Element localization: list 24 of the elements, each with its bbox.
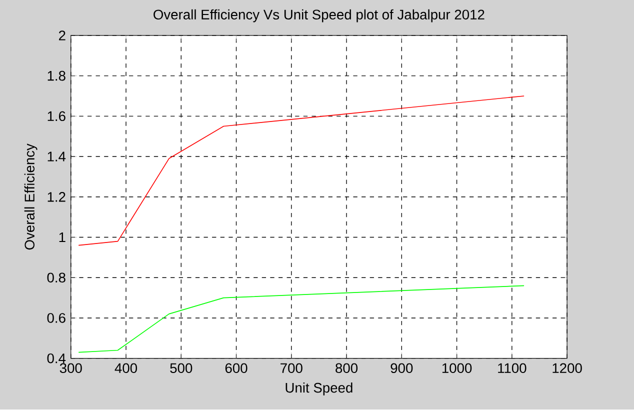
x-tick-label: 1000 xyxy=(442,363,472,374)
x-tick-label: 600 xyxy=(225,363,248,374)
y-tick-label: 1 xyxy=(59,232,66,242)
x-tick-label: 800 xyxy=(336,363,358,374)
line-series xyxy=(78,286,524,353)
x-tick-label: 900 xyxy=(390,363,413,374)
y-tick-label: 0.8 xyxy=(47,272,66,283)
chart-title: Overall Efficiency Vs Unit Speed plot of Jabalpur 2012 xyxy=(154,10,484,22)
y-axis-title: Overall Efficiency xyxy=(24,144,38,250)
y-tick-label: 0.4 xyxy=(47,354,66,364)
x-tick-label: 1200 xyxy=(552,363,582,374)
y-tick-label: 1.2 xyxy=(48,192,66,202)
y-tick-label: 1.4 xyxy=(48,152,66,162)
y-tick-label: 1.6 xyxy=(48,112,66,122)
y-tick-label: 0.6 xyxy=(47,313,66,324)
x-tick-label: 700 xyxy=(280,363,302,374)
x-axis-title: Unit Speed xyxy=(286,382,352,396)
x-tick-label: 1100 xyxy=(498,363,526,374)
y-tick-label: 1.8 xyxy=(48,71,66,81)
x-tick-label: 500 xyxy=(170,363,192,374)
line-series xyxy=(78,96,524,246)
x-tick-label: 300 xyxy=(60,363,82,374)
y-tick-label: 2 xyxy=(58,30,66,40)
x-tick-label: 400 xyxy=(114,363,138,374)
